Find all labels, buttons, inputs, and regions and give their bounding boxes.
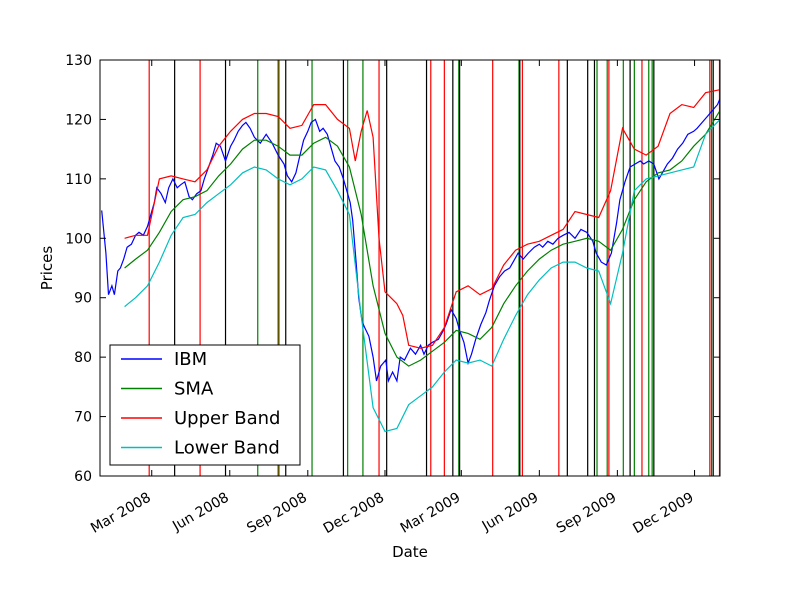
y-tick-label: 120 [65,112,92,128]
series-line-ibm [101,98,721,384]
y-tick-label: 100 [65,231,92,247]
signal-lines [148,60,721,476]
series-line-lower-band [124,118,721,433]
legend-label: Upper Band [174,408,280,429]
series-lines [101,89,721,433]
series-line-sma [124,110,721,367]
legend-label: SMA [174,379,214,400]
legend-label: IBM [174,349,207,370]
y-axis-title: Prices [38,246,56,291]
legend: IBM SMA Upper Band Lower Band [109,344,301,466]
y-tick-label: 110 [65,172,92,188]
series-line-upper-band [124,89,721,349]
x-axis-title: Date [392,543,428,561]
y-axis: 60 70 80 90 100 110 120 130 [65,53,720,485]
y-tick-label: 70 [74,410,92,426]
y-tick-label: 90 [74,291,92,307]
legend-label: Lower Band [174,438,280,459]
plot-frame [99,59,721,477]
legend-box [109,344,301,466]
y-tick-label: 130 [65,53,92,69]
y-tick-label: 80 [74,350,92,366]
y-tick-label: 60 [74,469,92,485]
